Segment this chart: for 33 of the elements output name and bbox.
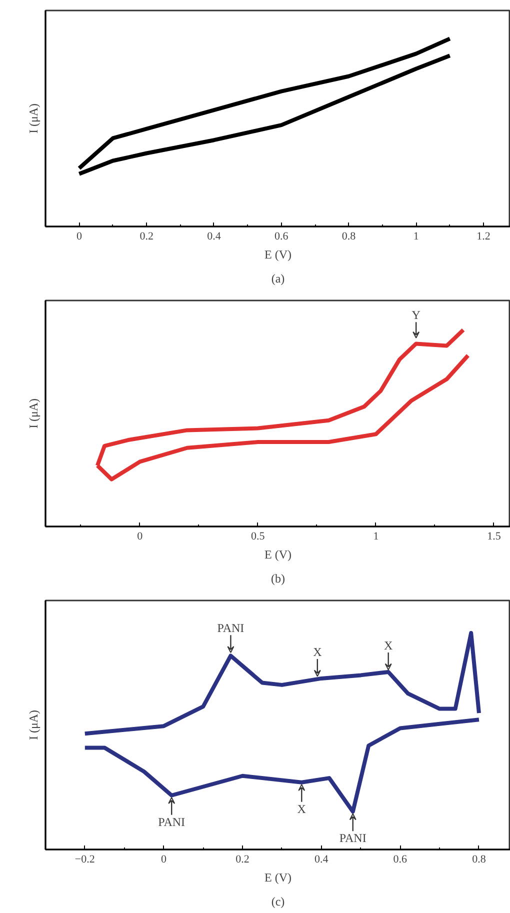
x-axis-title: E (V) [264,248,292,262]
x-tick-label: 0.5 [251,530,266,542]
x-tick-label: 0.2 [140,230,154,242]
annotation: PANI [158,814,186,829]
x-tick-label: 1.2 [476,230,490,242]
x-tick-label: 0.2 [236,854,250,866]
x-tick-label: 0.6 [393,854,408,866]
x-tick-label: 1.5 [487,530,502,542]
x-tick-label: 0.4 [207,230,222,242]
annotation: PANI [217,621,244,636]
x-tick-label: 0.4 [314,854,329,866]
x-tick-label: 0.6 [274,230,289,242]
annotation: PANI [339,831,366,846]
text: (c) [271,894,285,908]
y-axis-title: I (μA) [26,710,40,740]
text: (b) [271,572,286,586]
x-tick-label: 0.8 [472,854,486,866]
x-tick-label: 0 [160,854,167,866]
annotation: X [384,638,394,652]
x-tick-label: −0.2 [74,854,95,866]
x-tick-label: 0.8 [342,230,356,242]
y-axis-title: I (μA) [26,398,40,429]
annotation: Y [412,308,421,322]
y-axis-title: I (μA) [26,103,40,134]
x-tick-label: 1 [413,230,419,242]
x-axis-title: E (V) [264,548,292,562]
annotation: X [313,644,322,659]
annotation: X [297,802,306,816]
x-tick-label: 0 [76,230,82,242]
x-axis-title: E (V) [264,870,292,884]
x-tick-label: 0 [137,530,144,542]
text: (a) [271,272,285,286]
x-tick-label: 1 [373,530,379,542]
